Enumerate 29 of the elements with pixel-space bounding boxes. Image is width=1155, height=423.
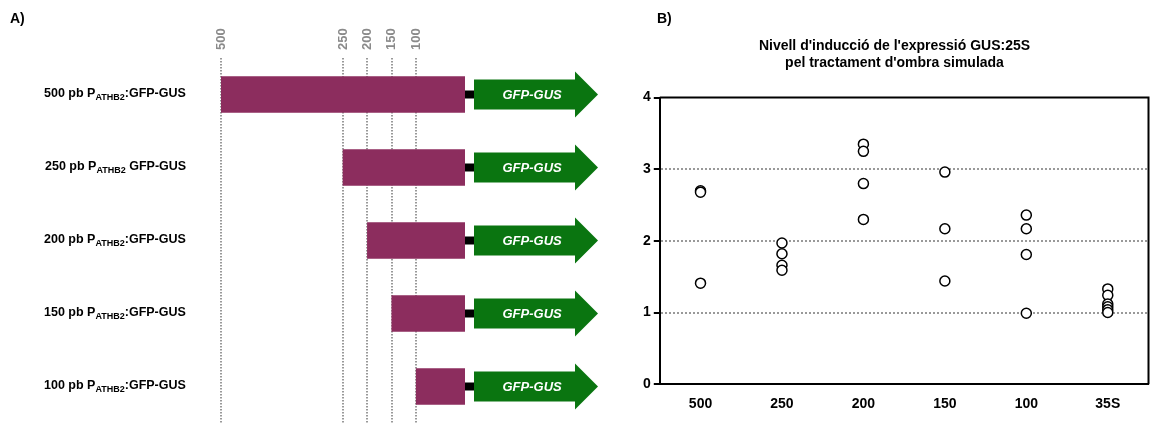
text: GFP-GUS bbox=[502, 378, 562, 394]
x-tick-label: 100 bbox=[407, 28, 423, 50]
x-tick-label: 200 bbox=[851, 395, 876, 412]
y-tick-label: 200 pb P$_{ATHB2}$:GFP-GUS bbox=[44, 231, 186, 248]
x-tick-label: 150 bbox=[383, 28, 399, 50]
y-tick-label: 2 bbox=[642, 231, 651, 248]
x-tick-label: 35S bbox=[1095, 395, 1121, 412]
text: GFP-GUS bbox=[502, 86, 562, 102]
x-tick-label: 100 bbox=[1014, 395, 1039, 412]
text: GFP-GUS bbox=[502, 232, 562, 248]
x-tick-label: 250 bbox=[770, 395, 794, 412]
y-tick-label: 500 pb P$_{ATHB2}$:GFP-GUS bbox=[44, 85, 186, 102]
y-tick-label: 0 bbox=[642, 375, 651, 392]
chart-title: Nivell d'inducció de l'expressió GUS:25S pel tractament d'ombra simulada bbox=[758, 37, 1031, 71]
x-tick-label: 250 bbox=[334, 28, 350, 50]
x-tick-label: 150 bbox=[933, 395, 957, 412]
y-tick-label: 250 pb P$_{ATHB2}$ GFP-GUS bbox=[45, 158, 187, 175]
x-tick-label: 200 bbox=[358, 28, 374, 50]
y-tick-label: 100 pb P$_{ATHB2}$:GFP-GUS bbox=[44, 377, 186, 394]
x-tick-label: 500 bbox=[688, 395, 713, 412]
y-tick-label: 4 bbox=[642, 88, 651, 105]
x-tick-label: 500 bbox=[212, 28, 228, 50]
text: GFP-GUS bbox=[502, 159, 562, 175]
text: B) bbox=[657, 10, 672, 26]
text: A) bbox=[10, 10, 25, 26]
y-tick-label: 3 bbox=[642, 160, 651, 177]
text: GFP-GUS bbox=[502, 305, 562, 321]
y-tick-label: 150 pb P$_{ATHB2}$:GFP-GUS bbox=[44, 304, 186, 321]
y-tick-label: 1 bbox=[642, 303, 651, 320]
